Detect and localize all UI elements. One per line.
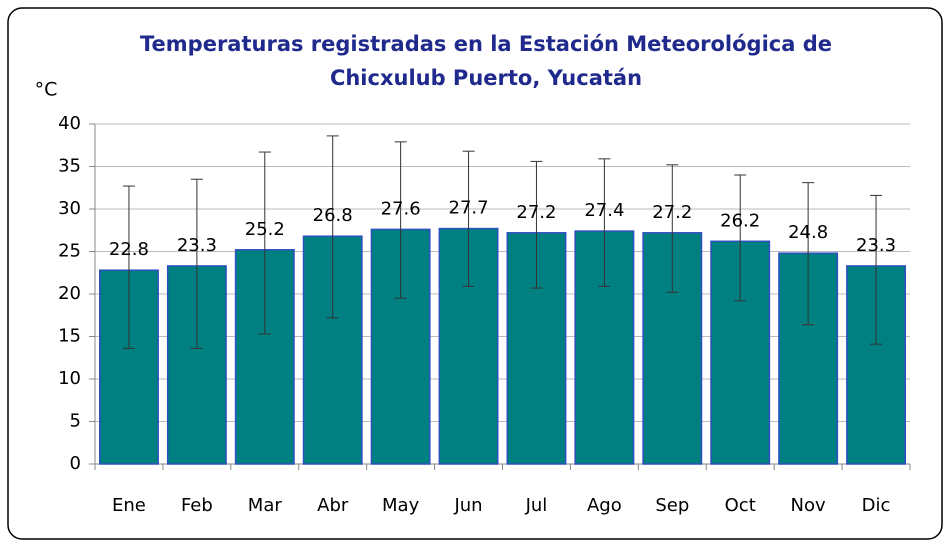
x-tick-label: Ago [587, 495, 622, 516]
y-tick-label: 5 [70, 411, 81, 432]
y-tick-label: 35 [58, 156, 81, 177]
data-label: 27.4 [584, 200, 624, 221]
x-tick-label: Ene [112, 495, 146, 516]
x-tick-label: Jul [525, 495, 548, 516]
chart-title: Chicxulub Puerto, Yucatán [330, 66, 642, 90]
data-label: 23.3 [177, 235, 217, 256]
data-label: 27.2 [516, 202, 556, 223]
x-tick-label: Nov [791, 495, 826, 516]
x-tick-label: Oct [725, 495, 756, 516]
x-tick-label: May [382, 495, 420, 516]
x-tick-label: Dic [862, 495, 891, 516]
y-tick-label: 30 [58, 198, 81, 219]
y-tick-label: 0 [70, 453, 81, 474]
data-label: 27.6 [381, 198, 421, 219]
data-label: 26.8 [313, 205, 353, 226]
data-label: 27.7 [449, 198, 489, 219]
x-tick-label: Jun [453, 495, 482, 516]
x-tick-label: Abr [317, 495, 349, 516]
x-tick-label: Sep [655, 495, 689, 516]
y-tick-label: 20 [58, 283, 81, 304]
y-tick-label: 15 [58, 326, 81, 347]
data-label: 25.2 [245, 219, 285, 240]
data-label: 22.8 [109, 239, 149, 260]
x-tick-label: Feb [181, 495, 213, 516]
data-label: 26.2 [720, 210, 760, 231]
y-tick-label: 10 [58, 368, 81, 389]
y-tick-label: 25 [58, 241, 81, 262]
chart-title: Temperaturas registradas en la Estación … [140, 32, 832, 56]
y-tick-label: 40 [58, 113, 81, 134]
data-label: 27.2 [652, 202, 692, 223]
data-label: 24.8 [788, 222, 828, 243]
data-label: 23.3 [856, 235, 896, 256]
y-axis-label: °C [35, 79, 58, 101]
x-tick-label: Mar [248, 495, 283, 516]
